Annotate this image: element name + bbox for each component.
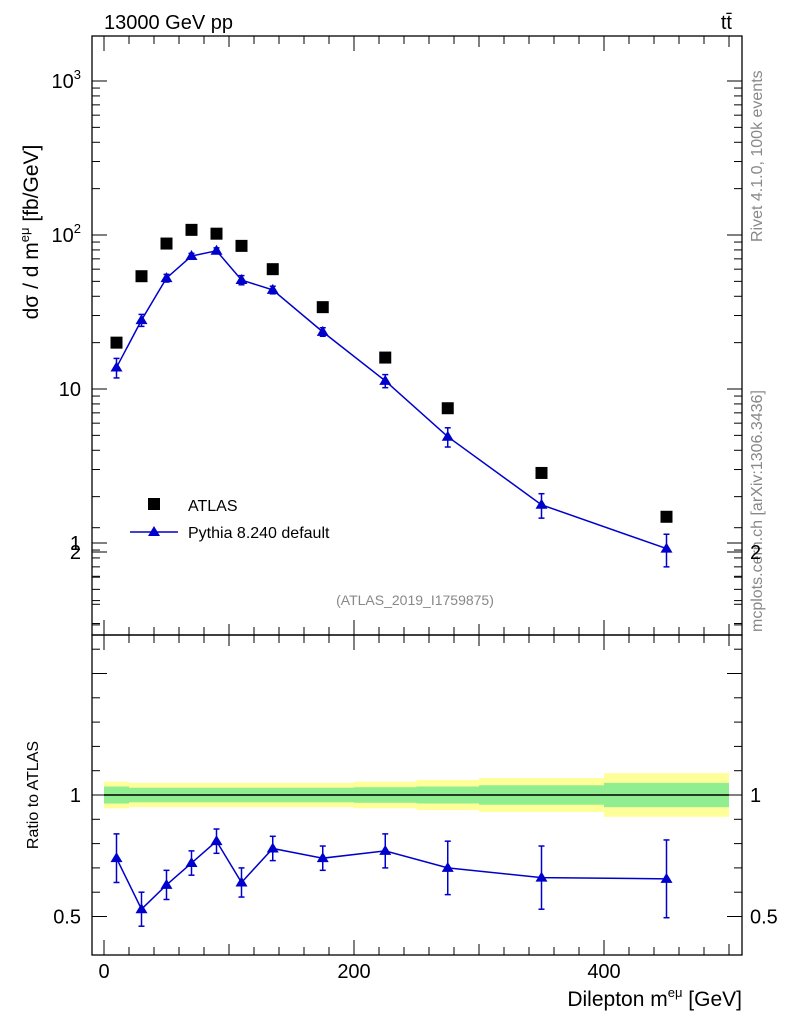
x-tick-label: 0 <box>98 961 109 983</box>
rivet-version-label: Rivet 4.1.0, 100k events <box>749 70 766 242</box>
atlas-data-point <box>379 351 392 364</box>
ratio-y-tick-label-right: 1 <box>750 785 761 807</box>
main-mc-series <box>110 244 673 568</box>
pythia-data-point <box>316 325 329 336</box>
atlas-data-point <box>266 263 279 276</box>
pythia-data-point <box>210 244 223 255</box>
pythia-data-point <box>379 374 392 385</box>
pythia-data-point <box>660 542 673 553</box>
ratio-data-point <box>535 871 548 882</box>
legend-atlas-marker <box>148 498 160 510</box>
main-y-tick-label: 1 <box>70 533 81 555</box>
pythia-data-point <box>441 430 454 441</box>
pythia-data-point <box>266 283 279 294</box>
ratio-data-point <box>160 878 173 889</box>
analysis-id-label: (ATLAS_2019_I1759875) <box>336 592 494 608</box>
ratio-data-point <box>135 903 148 914</box>
legend-mc-marker <box>148 526 160 536</box>
ratio-y-tick-label: 0.5 <box>53 907 81 929</box>
pythia-line <box>115 249 667 550</box>
pythia-data-point <box>535 498 548 509</box>
atlas-data-point <box>185 223 198 236</box>
ratio-y-tick-label: 1 <box>70 785 81 807</box>
atlas-data-point <box>316 301 329 314</box>
ratio-mc-series <box>110 828 673 927</box>
pythia-data-point <box>160 272 173 283</box>
mcplots-label: mcplots.cern.ch [arXiv:1306.3436] <box>749 390 766 632</box>
atlas-data-point <box>441 402 454 415</box>
pythia-data-point <box>185 250 198 261</box>
main-y-tick-label: 10 <box>59 379 81 401</box>
main-panel-frame <box>91 35 743 636</box>
main-y-axis-ticks <box>92 80 742 625</box>
ratio-data-point <box>660 872 673 883</box>
ratio-data-point <box>379 844 392 855</box>
atlas-data-point <box>660 510 673 523</box>
atlas-data-point <box>135 270 148 283</box>
pythia-data-point <box>135 314 148 325</box>
process-label: tt̄ <box>721 12 733 34</box>
energy-label: 13000 GeV pp <box>104 12 233 34</box>
ratio-y-axis-title: Ratio to ATLAS <box>25 741 42 849</box>
pythia-data-point <box>235 274 248 285</box>
ratio-y-tick-label-right: 0.5 <box>750 907 778 929</box>
ratio-y-axis-ticks <box>92 527 742 917</box>
main-data-series <box>110 223 673 523</box>
x-tick-label: 400 <box>587 961 620 983</box>
x-tick-label: 200 <box>337 961 370 983</box>
legend-atlas-label: ATLAS <box>188 498 238 515</box>
ratio-line <box>115 840 667 911</box>
ratio-data-point <box>210 835 223 846</box>
ratio-data-point <box>185 857 198 868</box>
ratio-data-point <box>235 876 248 887</box>
legend: ATLAS Pythia 8.240 default <box>130 498 330 542</box>
atlas-data-point <box>535 466 548 479</box>
main-y-tick-label: 102 <box>52 221 81 247</box>
legend-mc-label: Pythia 8.240 default <box>188 525 330 542</box>
ratio-data-point <box>110 852 123 863</box>
ratio-data-point <box>316 852 329 863</box>
atlas-data-point <box>210 227 223 240</box>
main-y-tick-label: 103 <box>52 67 81 93</box>
atlas-data-point <box>235 239 248 252</box>
atlas-data-point <box>160 237 173 250</box>
ratio-y-tick-label: 2 <box>70 542 81 564</box>
x-axis-ticks <box>103 36 730 955</box>
ratio-data-point <box>441 861 454 872</box>
x-axis-title: Dilepton meμ [GeV] <box>567 985 742 1011</box>
pythia-data-point <box>110 361 123 372</box>
main-y-axis-title: dσ / d meμ [fb/GeV] <box>17 145 43 320</box>
ratio-y-tick-label-right: 2 <box>750 542 761 564</box>
ratio-data-point <box>266 842 279 853</box>
atlas-data-point <box>110 336 123 349</box>
